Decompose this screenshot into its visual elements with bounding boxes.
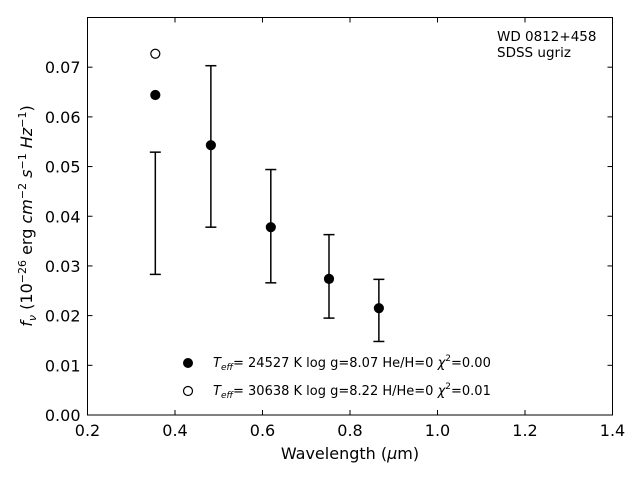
y-tick-label: 0.01 bbox=[45, 356, 81, 375]
legend-marker-open bbox=[182, 385, 194, 397]
model-point-filled bbox=[373, 303, 384, 314]
y-tick-label: 0.04 bbox=[45, 207, 81, 226]
tick-labels: 0.2 0.4 0.6 0.8 1.0 1.2 1.4 0.00 0.01 0.02 0.03 0.0… bbox=[45, 58, 625, 440]
data-points bbox=[150, 48, 384, 314]
model-point-filled bbox=[323, 273, 335, 284]
y-tick-label: 0.03 bbox=[45, 257, 81, 276]
x-axis-label: Wavelength (μm) bbox=[281, 444, 419, 463]
x-tick-label: 1.4 bbox=[600, 421, 625, 440]
y-tick-label: 0.06 bbox=[45, 108, 81, 127]
x-tick-label: 1.2 bbox=[512, 421, 537, 440]
y-tick-label: 0.00 bbox=[45, 406, 81, 425]
legend: Teff= 24527 K log g=8.07 He/H=0 χ2=0.00 … bbox=[182, 354, 491, 401]
plot-area bbox=[87, 17, 613, 415]
legend-entry-2: Teff= 30638 K log g=8.22 H/He=0 χ2=0.01 bbox=[213, 382, 491, 401]
plot-frame bbox=[87, 17, 613, 416]
model-point-open bbox=[150, 48, 161, 59]
x-tick-label: 0.2 bbox=[75, 421, 100, 440]
annotation-line-1: WD 0812+458 bbox=[497, 29, 596, 45]
annotation-line-2: SDSS ugriz bbox=[497, 45, 571, 61]
legend-marker-filled bbox=[183, 358, 193, 368]
x-tick-label: 1.0 bbox=[425, 421, 450, 440]
x-tick-label: 0.6 bbox=[250, 421, 275, 440]
y-tick-label: 0.02 bbox=[45, 307, 81, 326]
model-point-filled bbox=[265, 222, 276, 233]
x-tick-label: 0.8 bbox=[337, 421, 362, 440]
model-point-filled bbox=[150, 89, 161, 101]
x-tick-label: 0.4 bbox=[162, 421, 187, 440]
legend-entry-1: Teff= 24527 K log g=8.07 He/H=0 χ2=0.00 bbox=[213, 354, 491, 373]
y-tick-label: 0.07 bbox=[45, 58, 81, 77]
y-axis-label: fν (10−26 erg cm−2 s−1 Hz−1) bbox=[16, 105, 39, 326]
y-tick-label: 0.05 bbox=[45, 158, 81, 177]
model-point-filled bbox=[205, 140, 216, 151]
